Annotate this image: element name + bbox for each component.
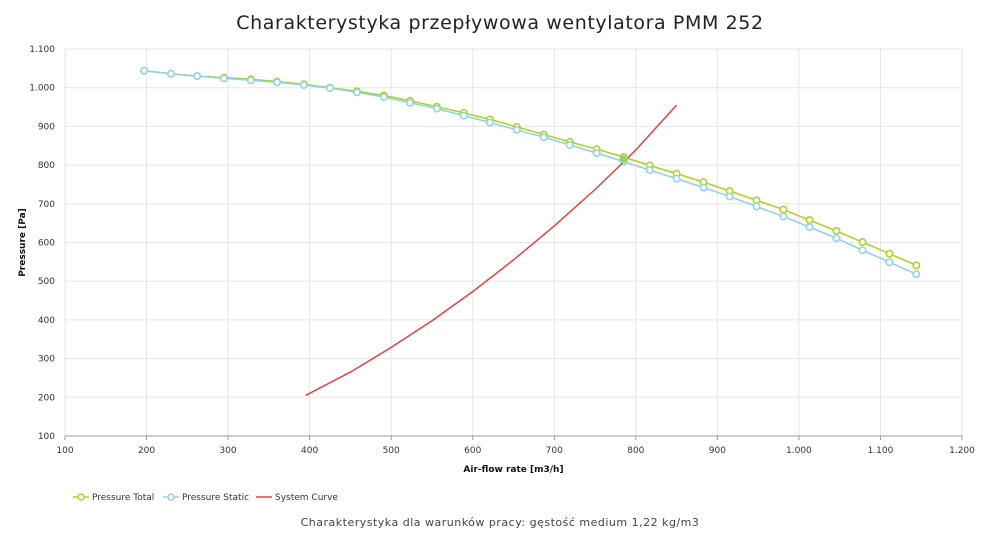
pressure-static-point [405,98,414,107]
x-tick-label: 800 [627,446,644,456]
pressure-static-point [752,202,761,211]
y-tick-label: 300 [38,355,55,365]
pressure-static-point [512,125,521,134]
y-tick-label: 900 [38,122,55,132]
y-tick-label: 400 [38,316,55,326]
y-axis-label: Pressure [Pa] [18,208,28,277]
pressure-static-point [193,72,202,81]
chart-plot: 100 200 300 400 500 600 700 800 900 1.000 1.100 1.2… [18,45,975,503]
pressure-static-point [832,234,841,243]
operating-point-marker [619,154,628,164]
pressure-static-point [672,174,681,183]
pressure-static-point [565,141,574,149]
y-tick-label: 1.100 [29,45,55,55]
pressure-static-point [539,133,548,142]
system-curve-line [305,104,678,397]
legend-pressure-static-label: Pressure Static [182,493,249,503]
x-tick-label: 1.000 [786,446,812,456]
x-tick-label: 700 [546,446,563,456]
pressure-static-point [912,270,921,279]
x-tick-label: 1.200 [949,446,975,456]
y-tick-label: 800 [38,161,55,171]
pressure-static-point [299,81,308,89]
footer-note: Charakterystyka dla warunków pracy: gęst… [300,516,700,529]
pressure-static-point [699,183,708,192]
y-tick-label: 1.000 [29,84,55,94]
pressure-static-point [805,223,814,231]
pressure-static-point [725,192,734,201]
pressure-static-point [352,88,361,97]
pressure-total-point [832,226,841,235]
pressure-total-point [779,205,788,214]
pressure-static-point [379,93,388,101]
legend-pressure-total-label: Pressure Total [92,493,154,503]
pressure-static-point [485,118,494,127]
pressure-static-point [326,84,334,93]
pressure-static-point [220,74,228,83]
x-tick-label: 500 [383,446,400,456]
x-tick-label: 1.100 [868,446,894,456]
pressure-static-point [592,149,601,158]
pressure-static-point [140,66,149,75]
pressure-static-point [167,69,175,78]
x-tick-label: 400 [301,446,318,456]
pressure-static-point [246,76,255,85]
pressure-static-point [858,246,867,255]
x-tick-label: 300 [219,446,236,456]
pressure-total-line [144,69,917,266]
pressure-static-point [273,78,281,87]
x-tick-label: 900 [709,446,726,456]
legend-system-curve-label: System Curve [275,493,338,503]
pressure-total-point [805,216,814,225]
pressure-static-point [779,212,788,221]
axes: 100 200 300 400 500 600 700 800 900 1.000 1.100 1.2… [29,45,975,456]
x-tick-label: 600 [464,446,481,456]
y-tick-label: 700 [38,200,55,210]
y-tick-label: 500 [38,277,55,287]
legend: Pressure Total Pressure Static System Curv… [73,493,338,503]
x-tick-label: 200 [138,446,155,456]
pressure-total-point [858,238,867,247]
pressure-total-point [752,196,761,205]
pressure-static-point [432,104,441,113]
y-tick-label: 100 [38,432,55,442]
x-tick-label: 100 [56,446,73,456]
x-axis-label: Air-flow rate [m3/h] [463,465,563,475]
pressure-total-point [885,249,894,258]
pressure-static-point [885,258,894,267]
y-tick-label: 600 [38,239,55,249]
pressure-static-line [144,69,917,275]
legend-pressure-static-marker [167,493,175,501]
chart-title: Charakterystyka przepływowa wentylatora … [236,12,764,34]
grid [64,48,963,437]
pressure-static-point [459,111,468,120]
series-layer [140,66,921,397]
pressure-total-point [912,261,921,270]
pressure-static-point [645,166,654,175]
y-tick-label: 200 [38,393,55,403]
legend-pressure-total-marker [77,493,85,501]
